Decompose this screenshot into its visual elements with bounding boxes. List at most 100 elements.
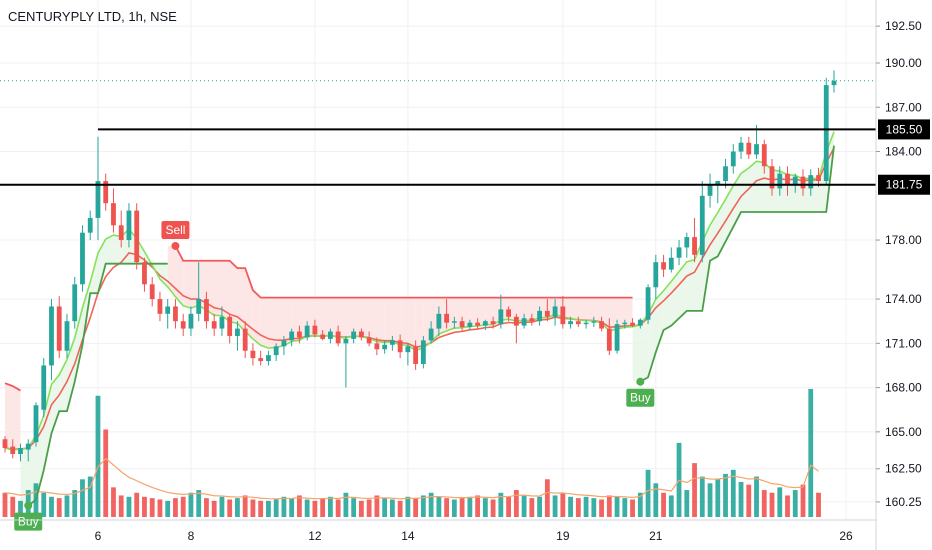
volume-bars: [2, 389, 821, 517]
candle-body: [537, 310, 542, 322]
trend-fill: [105, 235, 114, 264]
slow-ma-line: [4, 147, 835, 450]
volume-bar: [436, 496, 442, 517]
buy-marker: [636, 377, 645, 386]
candle-body: [591, 321, 597, 323]
volume-bar: [134, 492, 140, 517]
volume-bar: [374, 495, 380, 517]
candle-body: [792, 176, 798, 184]
volume-bar: [235, 498, 240, 517]
candle-body: [227, 316, 233, 336]
candle-body: [304, 325, 310, 338]
trend-fill: [221, 260, 230, 322]
candle-body: [730, 151, 736, 167]
volume-bar: [560, 492, 566, 517]
trend-fill: [686, 259, 695, 311]
trend-fill: [276, 297, 284, 348]
candle-body: [661, 262, 666, 270]
trend-fill: [252, 290, 261, 346]
trend-fill: [5, 383, 13, 450]
volume-bar: [204, 498, 209, 517]
candle-body: [95, 181, 101, 218]
volume-bar: [769, 492, 775, 517]
candle-body: [490, 321, 496, 325]
volume-bar: [289, 498, 295, 517]
candle-body: [467, 322, 473, 328]
trend-fill: [291, 297, 300, 342]
candle-body: [692, 237, 697, 255]
time-axis: 6 8 12 14 19 21 26: [0, 519, 876, 543]
candle-body: [80, 232, 85, 285]
candle-body: [816, 175, 821, 182]
candle-body: [769, 166, 775, 189]
candle-body: [204, 299, 209, 322]
volume-bar: [10, 496, 16, 517]
candle-body: [211, 321, 217, 329]
level-lines: 185.50 181.75: [0, 80, 930, 195]
volume-bar: [273, 499, 279, 517]
volume-bar: [366, 499, 372, 517]
trend-fill: [361, 297, 370, 339]
volume-bar: [544, 479, 550, 517]
trend-fill: [345, 297, 354, 338]
volume-bar: [513, 490, 519, 517]
candle-body: [568, 321, 573, 325]
trend-fill: [268, 297, 277, 349]
volume-bar: [777, 487, 783, 517]
trend-fill: [376, 297, 385, 343]
candle-body: [444, 313, 450, 323]
volume-bar: [111, 487, 116, 517]
candle-body: [149, 284, 155, 300]
candle-body: [41, 365, 47, 410]
candle-body: [498, 309, 504, 325]
candle-body: [699, 195, 705, 255]
candle-body: [111, 203, 116, 226]
level-price-badge: [878, 174, 930, 195]
level-price-badge: [878, 119, 930, 140]
volume-bar: [459, 498, 465, 517]
candle-body: [599, 321, 604, 329]
candle-body: [56, 306, 62, 351]
candle-body: [281, 340, 287, 347]
volume-bar: [506, 496, 511, 517]
volume-bar: [64, 495, 70, 517]
volume-bar: [537, 496, 542, 517]
candle-body: [482, 321, 488, 326]
candle-body: [397, 340, 403, 353]
trend-fill: [198, 260, 207, 311]
candle-body: [289, 331, 295, 341]
time-tick-label: 6: [95, 529, 102, 543]
volume-bar: [389, 499, 395, 517]
candle-body: [103, 181, 109, 204]
candle-body: [800, 176, 806, 189]
volume-bar: [575, 498, 581, 517]
candle-body: [49, 306, 54, 366]
level-price-label: 181.75: [886, 178, 923, 192]
volume-bar: [614, 496, 620, 517]
trend-fill: [524, 297, 532, 321]
volume-bar: [816, 492, 821, 517]
candle-body: [529, 318, 535, 322]
volume-bar: [622, 498, 628, 517]
candle-body: [738, 142, 744, 152]
trend-fill: [43, 384, 52, 471]
volume-bar: [668, 495, 674, 517]
volume-bar: [250, 499, 256, 517]
volume-bar: [80, 479, 85, 517]
volume-bar: [738, 481, 744, 517]
candle-body: [188, 313, 194, 329]
candle-body: [335, 331, 341, 344]
volume-bar: [692, 463, 697, 517]
price-tick-label: 162.50: [885, 462, 922, 476]
volume-bar: [157, 499, 163, 517]
volume-bar: [328, 496, 333, 517]
trend-fill: [671, 271, 680, 326]
volume-bar: [699, 476, 705, 517]
trend-fill: [237, 268, 246, 332]
candle-body: [583, 322, 589, 325]
chart-title: CENTURYPLY LTD, 1h, NSE: [8, 9, 177, 24]
sell-signal-label: Sell: [165, 223, 185, 237]
trend-fill: [617, 297, 625, 330]
volume-bar: [521, 495, 527, 517]
